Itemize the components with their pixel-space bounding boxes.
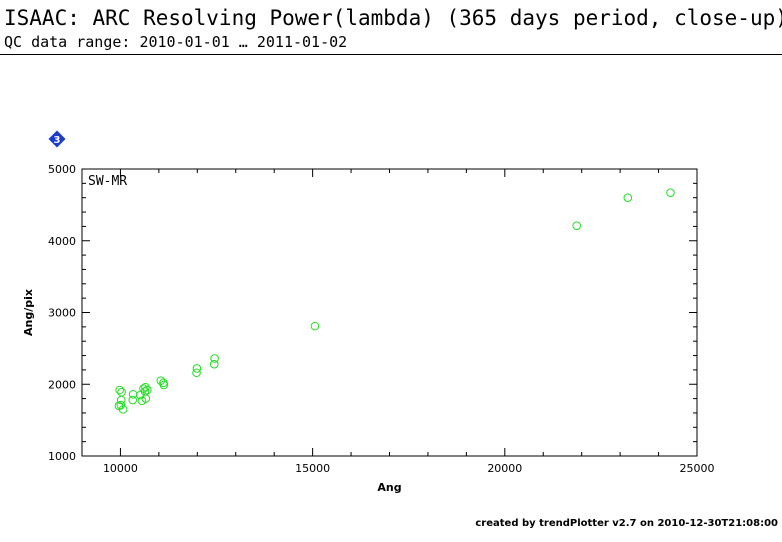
data-point	[115, 385, 124, 395]
data-point	[116, 400, 126, 410]
data-point	[141, 394, 151, 403]
data-point	[116, 395, 126, 405]
data-point	[666, 188, 675, 197]
data-point	[159, 380, 169, 390]
page-title: ISAAC: ARC Resolving Power(lambda) (365 …	[4, 6, 782, 30]
plot-number-badge: 3	[48, 130, 66, 148]
x-tick-label: 15000	[295, 462, 330, 475]
data-point	[209, 359, 219, 369]
data-point	[118, 405, 128, 414]
axis-tick-labels: 10000 15000 20000 25000 1000 2000 3000 4000 5000	[48, 163, 715, 475]
y-tick-label: 1000	[48, 450, 76, 463]
badge-number: 3	[54, 135, 61, 146]
header-divider	[0, 54, 782, 55]
y-tick-label: 2000	[48, 378, 76, 391]
y-tick-label: 4000	[48, 235, 76, 248]
panel-label: SW-MR	[88, 174, 127, 189]
data-point	[128, 395, 138, 405]
data-points	[114, 188, 675, 414]
x-tick-label: 10000	[103, 462, 138, 475]
data-point	[572, 221, 581, 230]
footer-credit: created by trendPlotter v2.7 on 2010-12-…	[475, 518, 778, 529]
x-tick-label: 20000	[487, 462, 522, 475]
data-point	[156, 376, 166, 385]
x-axis-label: Ang	[377, 481, 401, 494]
data-point	[143, 385, 152, 395]
data-point	[117, 387, 126, 397]
y-axis-label: Ang/pix	[22, 289, 35, 336]
data-point	[310, 321, 320, 331]
data-point	[141, 382, 150, 392]
y-tick-label: 3000	[48, 307, 76, 320]
y-tick-label: 5000	[48, 163, 76, 176]
data-range-subtitle: QC data range: 2010-01-01 … 2011-01-02	[4, 33, 348, 51]
data-point	[192, 364, 202, 373]
x-tick-label: 25000	[680, 462, 715, 475]
data-point	[623, 193, 633, 202]
data-point	[192, 368, 201, 378]
plot-frame	[81, 168, 698, 457]
axis-ticks	[81, 168, 698, 457]
data-point	[210, 354, 219, 363]
